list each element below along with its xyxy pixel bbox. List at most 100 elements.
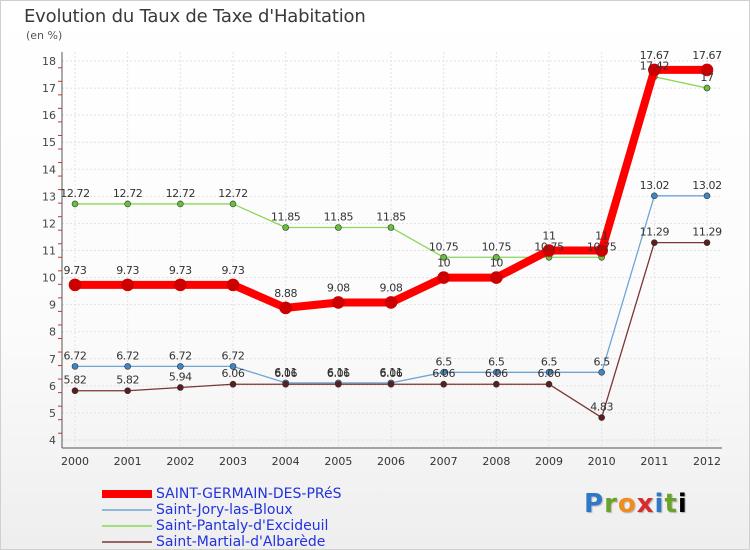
- data-point: [387, 380, 395, 388]
- y-tick-label: 11: [42, 245, 56, 258]
- data-label: 6.72: [222, 349, 245, 362]
- y-tick-label: 15: [42, 136, 56, 149]
- data-label: 6.72: [116, 349, 139, 362]
- data-point: [229, 200, 237, 208]
- y-tick-label: 17: [42, 82, 56, 95]
- data-point: [71, 200, 79, 208]
- legend: SAINT-GERMAIN-DES-PRéS Saint-Jory-las-Bl…: [102, 486, 342, 550]
- data-point: [282, 380, 289, 388]
- x-tick-label: 2005: [324, 455, 352, 468]
- data-point: [229, 380, 237, 388]
- data-label: 9.73: [169, 264, 192, 277]
- legend-item: Saint-Jory-las-Bloux: [102, 502, 342, 518]
- data-label: 11: [595, 230, 608, 243]
- data-label: 6.72: [169, 349, 192, 362]
- y-tick-label: 18: [42, 55, 56, 68]
- legend-item: Saint-Pantaly-d'Excideuil: [102, 518, 342, 534]
- data-point: [440, 369, 447, 376]
- legend-item: SAINT-GERMAIN-DES-PRéS: [102, 486, 342, 502]
- legend-swatch: [102, 490, 152, 498]
- data-point: [174, 278, 187, 292]
- data-label: 17.67: [640, 49, 670, 62]
- data-label: 12.72: [166, 187, 196, 200]
- data-point: [229, 363, 237, 370]
- logo-letter: P: [584, 489, 605, 519]
- data-point: [598, 369, 605, 376]
- data-label: 11.85: [271, 210, 301, 223]
- logo-letter: i: [677, 489, 688, 519]
- data-label: 10: [437, 257, 451, 270]
- y-tick-label: 13: [42, 190, 56, 203]
- x-tick-label: 2010: [588, 455, 616, 468]
- data-point: [700, 63, 714, 77]
- data-point: [490, 271, 503, 284]
- x-tick-label: 2008: [482, 455, 510, 468]
- data-label: 17.67: [692, 49, 722, 62]
- data-label: 17.42: [640, 60, 670, 73]
- y-unit-label: (en %): [26, 29, 63, 42]
- data-point: [595, 244, 608, 257]
- x-tick-label: 2007: [430, 455, 458, 468]
- data-point: [703, 239, 711, 246]
- data-label: 12.72: [113, 187, 143, 200]
- data-label: 17: [700, 71, 714, 84]
- y-tick-label: 9: [49, 299, 56, 312]
- data-point: [651, 239, 658, 246]
- logo-letter: o: [617, 489, 637, 519]
- data-label: 8.88: [274, 287, 297, 300]
- legend-swatch: [102, 541, 152, 543]
- y-tick-label: 8: [49, 326, 56, 339]
- data-point: [332, 296, 345, 309]
- data-label: 11: [542, 230, 555, 243]
- data-label: 6.06: [327, 367, 350, 380]
- data-label: 11.85: [376, 210, 406, 223]
- data-point: [124, 363, 131, 370]
- data-label: 12.72: [60, 187, 90, 200]
- data-label: 9.08: [380, 281, 403, 294]
- data-point: [493, 253, 500, 261]
- x-tick-label: 2003: [219, 455, 247, 468]
- data-label: 5.82: [116, 374, 139, 387]
- data-label: 12.72: [218, 187, 248, 200]
- logo-letter: r: [604, 489, 618, 519]
- data-label: 9.73: [222, 264, 245, 277]
- legend-label: Saint-Jory-las-Bloux: [156, 502, 293, 518]
- x-tick-label: 2006: [377, 455, 405, 468]
- data-point: [648, 63, 661, 77]
- y-tick-label: 10: [42, 272, 56, 285]
- data-point: [226, 278, 240, 292]
- y-tick-label: 12: [42, 217, 56, 230]
- data-label: 6.06: [538, 367, 561, 380]
- data-point: [493, 369, 500, 376]
- data-point: [437, 271, 450, 284]
- y-tick-label: 5: [49, 407, 56, 420]
- y-tick-label: 14: [42, 163, 56, 176]
- chart-title: Evolution du Taux de Taxe d'Habitation: [24, 6, 366, 27]
- data-point: [71, 387, 79, 395]
- data-point: [335, 380, 342, 388]
- data-point: [124, 387, 131, 395]
- legend-swatch: [102, 509, 152, 511]
- data-point: [545, 369, 553, 376]
- legend-label: SAINT-GERMAIN-DES-PRéS: [156, 486, 342, 502]
- y-tick-label: 16: [42, 109, 56, 122]
- data-label: 6.06: [485, 367, 508, 380]
- data-label: 5.82: [64, 374, 87, 387]
- x-tick-label: 2002: [166, 455, 194, 468]
- legend-swatch: [102, 525, 152, 527]
- data-label: 10.75: [534, 240, 564, 253]
- data-label: 10.75: [587, 240, 617, 253]
- data-point: [177, 384, 184, 391]
- data-label: 10: [490, 257, 504, 270]
- data-label: 6.06: [432, 367, 455, 380]
- data-label: 6.06: [380, 367, 403, 380]
- data-point: [177, 200, 184, 208]
- data-point: [279, 301, 292, 315]
- data-label: 6.06: [222, 367, 245, 380]
- data-point: [282, 224, 289, 231]
- x-tick-label: 2009: [535, 455, 563, 468]
- data-label: 6.5: [436, 355, 453, 368]
- logo-letter: t: [664, 489, 678, 519]
